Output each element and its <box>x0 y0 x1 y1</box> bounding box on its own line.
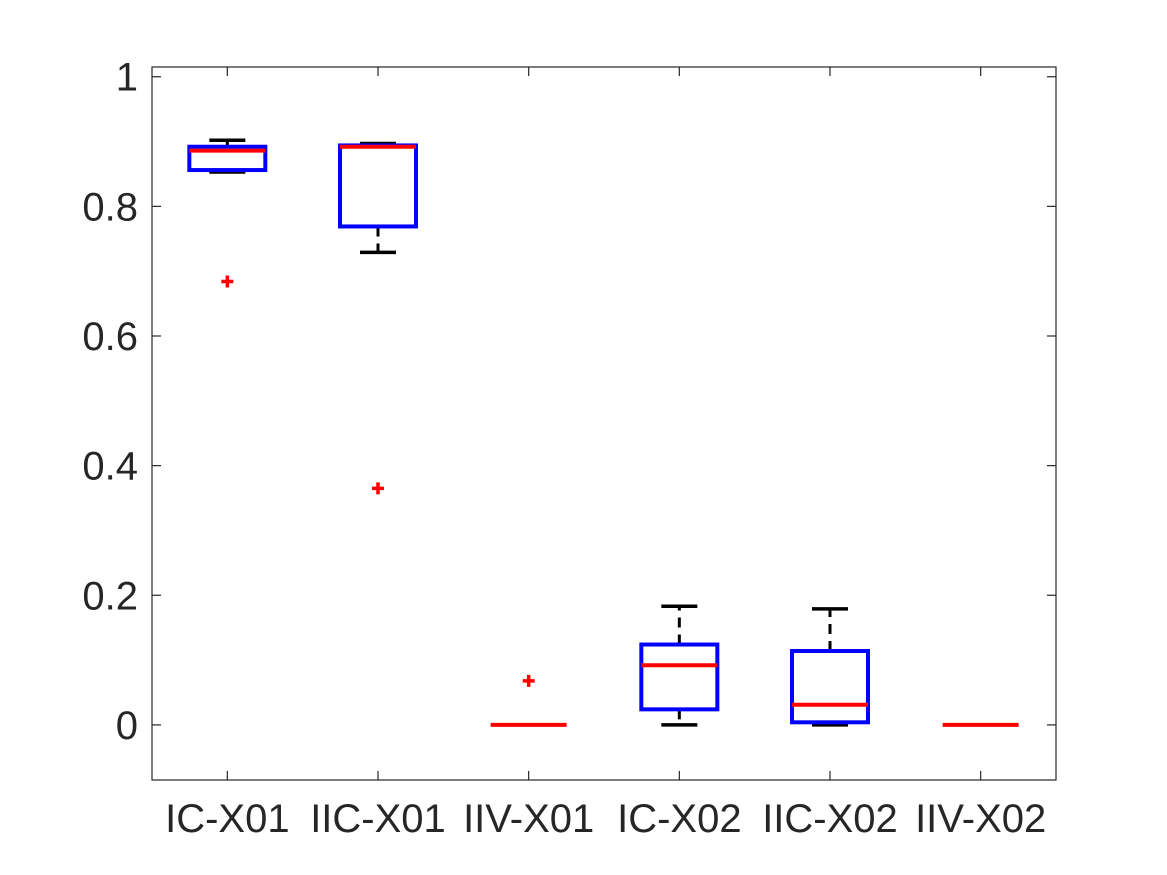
box-IC-X02 <box>639 604 720 727</box>
x-axis-ticks: IC-X01 IIC-X01 IIV-X01 IC-X02 IIC-X02 IIV-X02 <box>165 67 1046 841</box>
y-axis-ticks: 0 0.2 0.4 0.6 0.8 1 <box>82 56 1056 748</box>
outlier-marker <box>221 275 234 288</box>
box-IIV-X01 <box>490 674 567 727</box>
x-tick-label: IIC-X01 <box>310 797 446 841</box>
box-IC-X01 <box>187 138 268 288</box>
box-iqr <box>790 649 870 725</box>
outlier-marker <box>522 674 535 687</box>
y-tick-label: 0.4 <box>82 445 138 489</box>
y-tick-label: 0.2 <box>82 574 138 618</box>
box-IIC-X02 <box>790 607 870 727</box>
box-IIC-X01 <box>338 141 418 495</box>
y-tick-label: 0.6 <box>82 315 138 359</box>
box-iqr <box>187 144 268 173</box>
x-tick-label: IC-X02 <box>617 797 742 841</box>
box-iqr <box>639 642 720 712</box>
box-series <box>187 138 1019 727</box>
x-tick-label: IC-X01 <box>165 797 290 841</box>
plot-area-frame <box>151 66 1057 781</box>
x-tick-label: IIC-X02 <box>762 797 898 841</box>
x-tick-label: IIV-X02 <box>915 797 1046 841</box>
y-tick-label: 0 <box>116 704 138 748</box>
outlier-marker <box>372 482 384 495</box>
y-tick-label: 1 <box>116 56 138 100</box>
y-tick-label: 0.8 <box>82 185 138 229</box>
x-tick-label: IIV-X01 <box>463 797 594 841</box>
